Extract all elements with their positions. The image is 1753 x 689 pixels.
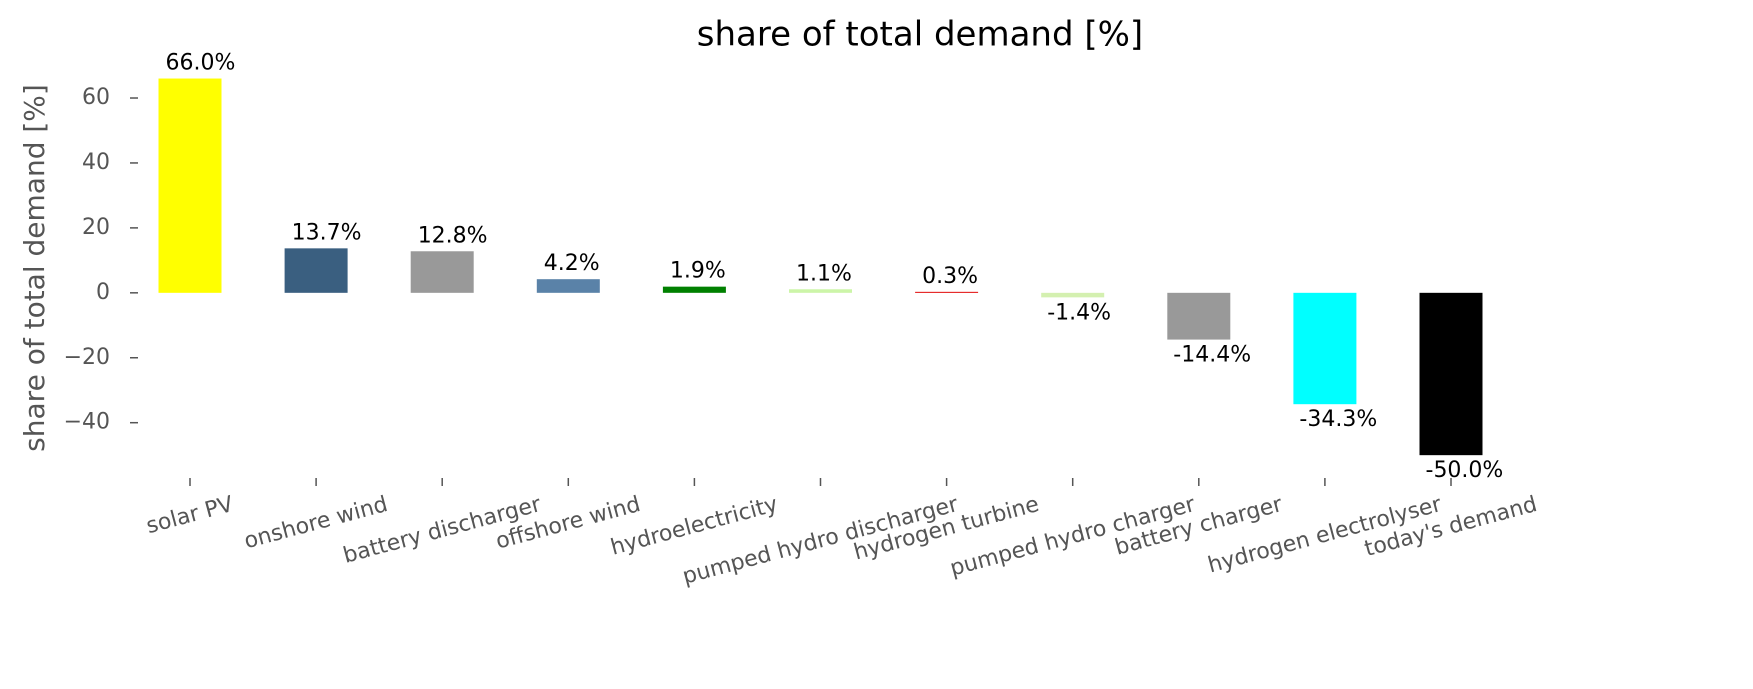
y-tick-label: −20	[64, 345, 110, 370]
value-label: 4.2%	[544, 251, 600, 276]
value-label: -50.0%	[1426, 458, 1504, 483]
y-axis-label: share of total demand [%]	[18, 84, 51, 452]
value-label: 66.0%	[166, 51, 236, 76]
bar	[662, 286, 726, 293]
value-label: 0.3%	[922, 264, 978, 289]
y-tick-label: 20	[82, 215, 110, 240]
y-tick-label: 40	[82, 150, 110, 175]
bar	[1041, 292, 1105, 298]
value-label: -14.4%	[1173, 343, 1251, 368]
bar	[1419, 292, 1483, 456]
bar	[1167, 292, 1231, 340]
bar	[1293, 292, 1357, 405]
y-tick-label: 60	[82, 85, 110, 110]
bar	[158, 78, 222, 293]
bar	[915, 291, 979, 293]
value-label: 1.1%	[796, 261, 852, 286]
bar	[284, 248, 348, 293]
value-label: 13.7%	[292, 220, 362, 245]
bar	[789, 289, 852, 293]
chart-title: share of total demand [%]	[697, 15, 1143, 55]
value-label: -1.4%	[1047, 300, 1111, 325]
y-tick-label: 0	[96, 280, 110, 305]
bar	[410, 251, 474, 293]
value-label: 12.8%	[418, 223, 488, 248]
bar	[536, 279, 600, 293]
value-label: 1.9%	[670, 259, 726, 284]
y-tick-label: −40	[64, 410, 110, 435]
value-label: -34.3%	[1299, 407, 1377, 432]
x-tick-label: solar PV	[144, 492, 236, 539]
